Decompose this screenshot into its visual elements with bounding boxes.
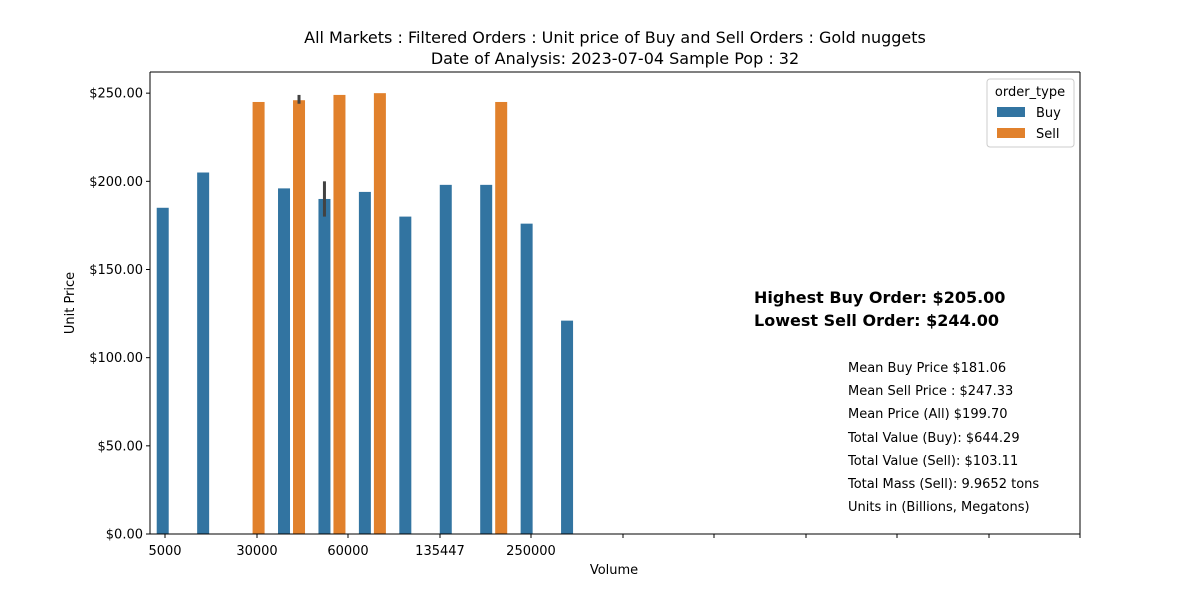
bar-buy [358,191,371,535]
annotation-block: Highest Buy Order: $205.00 Lowest Sell O… [754,288,1039,515]
bar-buy [197,172,210,534]
legend-label-buy: Buy [1036,106,1061,121]
stat-units-note: Units in (Billions, Megatons) [848,500,1030,515]
annotation-lowest-sell: Lowest Sell Order: $244.00 [754,311,999,330]
bar-buy [480,184,493,534]
bar-buy [399,216,412,535]
bar-sell [495,101,508,534]
annotation-highest-buy: Highest Buy Order: $205.00 [754,288,1005,307]
y-tick-label: $200.00 [89,175,143,190]
bar-buy [318,198,331,534]
x-tick-label: 60000 [327,544,368,559]
y-tick-label: $250.00 [89,87,143,102]
bar-buy [561,320,574,534]
legend: order_type Buy Sell [986,78,1075,148]
bar-buy [520,223,533,534]
y-axis-label: Unit Price [63,272,78,334]
x-axis-label: Volume [590,563,638,578]
legend-swatch-buy [997,107,1025,117]
chart-title-line1: All Markets : Filtered Orders : Unit pri… [304,28,926,47]
bar-sell [293,100,306,534]
stat-mean-buy: Mean Buy Price $181.06 [848,361,1006,376]
plot-area: $0.00 $50.00 $100.00 $150.00 $200.00 $250.00 5… [89,71,1081,559]
legend-swatch-sell [997,128,1025,138]
stat-mean-all: Mean Price (All) $199.70 [848,407,1008,422]
y-tick-label: $0.00 [106,528,143,543]
x-tick-label: 135447 [415,544,465,559]
bar-buy [156,207,169,534]
chart-title-line2: Date of Analysis: 2023-07-04 Sample Pop … [431,49,799,68]
x-tick-label: 5000 [148,544,181,559]
x-tick-label: 30000 [236,544,277,559]
bar-buy [278,188,291,534]
y-tick-label: $50.00 [98,439,144,454]
legend-label-sell: Sell [1036,127,1059,142]
x-tick-label: 250000 [506,544,556,559]
y-tick-label: $100.00 [89,351,143,366]
bar-sell [333,94,346,534]
bar-sell [373,93,386,534]
stat-total-mass-sell: Total Mass (Sell): 9.9652 tons [847,477,1039,492]
bar-buy [439,184,452,534]
y-tick-label: $150.00 [89,263,143,278]
stat-total-value-sell: Total Value (Sell): $103.11 [847,454,1018,469]
stat-mean-sell: Mean Sell Price : $247.33 [848,384,1013,399]
bar-sell [252,101,265,534]
stat-total-value-buy: Total Value (Buy): $644.29 [847,431,1020,446]
legend-title: order_type [995,85,1065,100]
